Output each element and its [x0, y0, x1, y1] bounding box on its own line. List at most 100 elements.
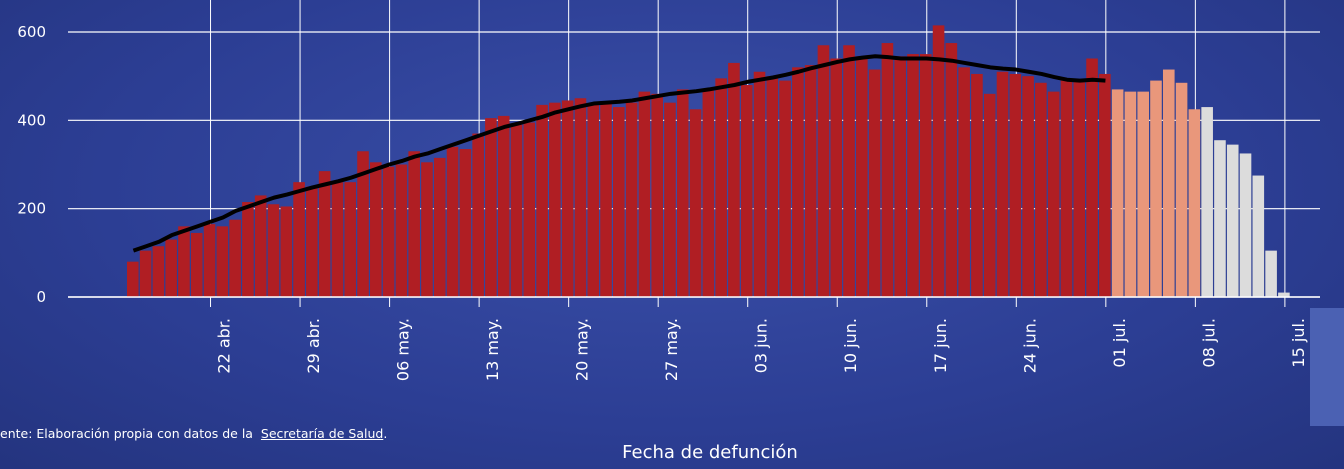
bar — [600, 103, 612, 297]
bar — [907, 54, 919, 297]
source-end: . — [383, 426, 387, 441]
bar — [779, 81, 791, 297]
bar — [626, 103, 638, 297]
bar — [741, 85, 753, 297]
bar — [472, 134, 484, 297]
bar — [549, 103, 561, 297]
bar — [1022, 76, 1034, 297]
bar — [958, 67, 970, 297]
x-tick-label: 06 may. — [394, 318, 413, 381]
bar — [1214, 140, 1226, 297]
bar — [319, 171, 331, 297]
y-tick-label: 0 — [36, 288, 46, 306]
bar — [280, 206, 292, 297]
bar — [562, 100, 574, 297]
bar — [332, 182, 344, 297]
y-tick-label: 400 — [17, 111, 46, 129]
bar — [754, 72, 766, 297]
x-tick-label: 29 abr. — [304, 318, 323, 374]
source-text: ente: Elaboración propia con datos de la — [0, 426, 253, 441]
bar — [204, 224, 216, 297]
x-tick-label: 01 jul. — [1110, 318, 1129, 368]
bar — [178, 226, 190, 297]
bar — [127, 262, 139, 297]
x-tick-label: 13 may. — [483, 318, 502, 381]
bar — [894, 56, 906, 297]
x-tick-label: 10 jun. — [841, 318, 860, 373]
bar — [1010, 74, 1022, 297]
bar — [830, 59, 842, 298]
bar — [1227, 145, 1239, 297]
bar — [984, 94, 996, 297]
bar — [639, 92, 651, 297]
x-tick-label: 17 jun. — [931, 318, 950, 373]
bar — [268, 204, 280, 297]
bar — [1137, 92, 1149, 297]
bar — [229, 220, 241, 297]
bar — [1253, 176, 1265, 297]
bar — [971, 74, 983, 297]
bar — [1125, 92, 1137, 297]
x-tick-label: 08 jul. — [1199, 318, 1218, 368]
source-link[interactable]: Secretaría de Salud — [261, 426, 383, 441]
bar — [191, 233, 203, 297]
bar — [805, 65, 817, 297]
source-note: ente: Elaboración propia con datos de la… — [0, 426, 387, 441]
bar — [997, 72, 1009, 297]
bar — [664, 103, 676, 297]
bar — [1189, 109, 1201, 297]
bar — [344, 182, 356, 297]
bar — [767, 76, 779, 297]
bar — [1048, 92, 1060, 297]
side-panel — [1310, 308, 1344, 426]
bar — [383, 167, 395, 297]
bar — [818, 45, 830, 297]
bar — [1061, 81, 1073, 297]
x-tick-label: 20 may. — [573, 318, 592, 381]
bar — [1086, 59, 1098, 298]
x-tick-label: 27 may. — [662, 318, 681, 381]
bar — [1150, 81, 1162, 297]
bar — [293, 182, 305, 297]
x-axis-title: Fecha de defunción — [622, 442, 798, 463]
x-tick-label: 22 abr. — [215, 318, 234, 374]
bar — [408, 151, 420, 297]
bar — [485, 118, 497, 297]
bar — [306, 187, 318, 297]
bar — [1112, 89, 1124, 297]
bar — [1201, 107, 1213, 297]
bar — [613, 107, 625, 297]
bar — [255, 195, 267, 297]
x-tick-label: 03 jun. — [752, 318, 771, 373]
bar — [1035, 83, 1047, 297]
bar — [690, 109, 702, 297]
bar — [460, 149, 472, 297]
x-tick-label: 15 jul. — [1289, 318, 1308, 368]
bar — [946, 43, 958, 297]
bar — [677, 89, 689, 297]
bar — [1176, 83, 1188, 297]
bar — [843, 45, 855, 297]
bar — [523, 123, 535, 297]
bar — [587, 105, 599, 297]
bar — [703, 89, 715, 297]
bar — [1163, 70, 1175, 297]
y-tick-label: 600 — [17, 23, 46, 41]
bar — [933, 25, 945, 297]
bar — [434, 158, 446, 297]
bar — [1099, 74, 1111, 297]
bar — [153, 246, 165, 297]
bar — [217, 226, 229, 297]
bar — [856, 56, 868, 297]
bar — [140, 251, 152, 297]
bar — [728, 63, 740, 297]
bar — [869, 70, 881, 297]
page: Fecha de defunción 020040060022 abr.29 a… — [0, 0, 1344, 469]
bar — [920, 54, 932, 297]
x-tick-label: 24 jun. — [1020, 318, 1039, 373]
bar — [447, 147, 459, 297]
bar — [242, 202, 254, 297]
bar — [1240, 153, 1252, 297]
bar — [511, 125, 523, 297]
bar — [715, 78, 727, 297]
